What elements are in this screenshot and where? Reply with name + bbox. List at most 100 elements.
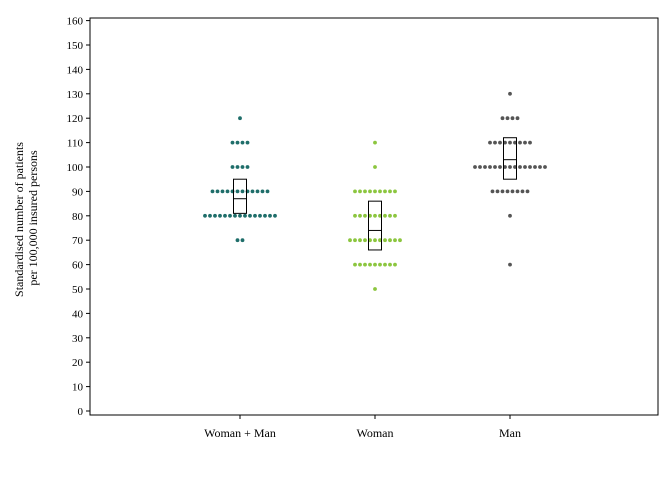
data-point (525, 189, 530, 194)
y-tick-label: 20 (72, 357, 84, 369)
data-point (353, 189, 357, 194)
y-tick-label: 120 (67, 113, 84, 125)
data-point (240, 140, 245, 145)
data-point (515, 116, 520, 121)
y-tick-label: 100 (67, 162, 84, 174)
y-tick-label: 60 (72, 260, 84, 272)
data-point (233, 213, 237, 218)
data-point (358, 238, 362, 243)
data-point (235, 189, 240, 194)
data-point (238, 213, 242, 218)
y-tick-label: 140 (67, 64, 84, 76)
data-point (500, 116, 505, 121)
data-point (508, 140, 512, 145)
data-point (373, 262, 377, 267)
data-point (518, 165, 522, 169)
data-point (210, 189, 215, 194)
data-point (388, 213, 392, 218)
data-point (255, 189, 260, 194)
data-point (388, 262, 392, 267)
y-tick-label: 0 (78, 406, 84, 418)
data-point (513, 165, 517, 169)
data-point (378, 238, 382, 243)
data-point (368, 238, 372, 243)
data-point (235, 140, 240, 145)
series-group (203, 116, 277, 243)
data-point (393, 189, 397, 194)
data-point (490, 189, 495, 194)
data-point (398, 238, 402, 243)
data-point (528, 140, 532, 145)
data-point (353, 238, 357, 243)
series-group (348, 140, 402, 291)
data-point (500, 189, 505, 194)
data-point (363, 213, 367, 218)
data-point (368, 189, 372, 194)
data-point (230, 140, 235, 145)
y-tick-label: 160 (67, 16, 84, 28)
data-point (253, 213, 257, 218)
data-point (358, 262, 362, 267)
data-point (363, 262, 367, 267)
data-point (373, 140, 377, 145)
data-point (363, 189, 367, 194)
data-point (230, 165, 235, 169)
data-point (505, 189, 510, 194)
x-axis: Woman + Man Woman Man (204, 415, 521, 440)
data-point (240, 165, 245, 169)
data-point (508, 213, 512, 218)
data-point (260, 189, 265, 194)
data-point (368, 213, 372, 218)
data-point (235, 238, 240, 243)
data-point (543, 165, 547, 169)
box-iqr (233, 178, 247, 214)
box-iqr (503, 137, 517, 180)
data-point (373, 213, 377, 218)
x-tick-label: Woman (356, 426, 393, 440)
data-point (513, 140, 517, 145)
box-iqr (368, 200, 382, 251)
y-axis-title: Standardised number of patients per 100,… (12, 139, 40, 297)
y-tick-label: 80 (72, 211, 84, 223)
data-point (263, 213, 267, 218)
data-point (383, 262, 387, 267)
x-tick-label: Woman + Man (204, 426, 276, 440)
data-point (368, 262, 372, 267)
data-point (393, 262, 397, 267)
data-point (250, 189, 255, 194)
data-point (493, 165, 497, 169)
data-point (523, 140, 527, 145)
data-point (258, 213, 262, 218)
y-tick-label: 110 (67, 138, 84, 150)
data-point (213, 213, 217, 218)
y-axis-title-line-1: Standardised number of patients (12, 142, 26, 297)
data-point (245, 165, 250, 169)
data-point (203, 213, 207, 218)
data-point (493, 140, 497, 145)
data-point (220, 189, 225, 194)
data-point (378, 262, 382, 267)
data-point (483, 165, 487, 169)
y-tick-label: 10 (72, 382, 84, 394)
data-point (373, 238, 377, 243)
x-tick-label: Man (499, 426, 521, 440)
y-axis: 0 10 20 30 40 50 60 70 80 90 100 110 120 130 140 150 160 (67, 16, 90, 418)
data-point (358, 213, 362, 218)
data-point (208, 213, 212, 218)
data-point (363, 238, 367, 243)
data-point (388, 238, 392, 243)
data-point (218, 213, 222, 218)
data-point (383, 213, 387, 218)
data-point (538, 165, 542, 169)
data-point (238, 116, 242, 121)
data-point (510, 189, 515, 194)
data-point (495, 189, 500, 194)
data-point (245, 140, 250, 145)
y-tick-label: 70 (72, 235, 84, 247)
data-point (488, 165, 492, 169)
data-point (240, 189, 245, 194)
data-point (215, 189, 220, 194)
data-point (273, 213, 277, 218)
data-point (373, 189, 377, 194)
data-point (503, 165, 507, 169)
